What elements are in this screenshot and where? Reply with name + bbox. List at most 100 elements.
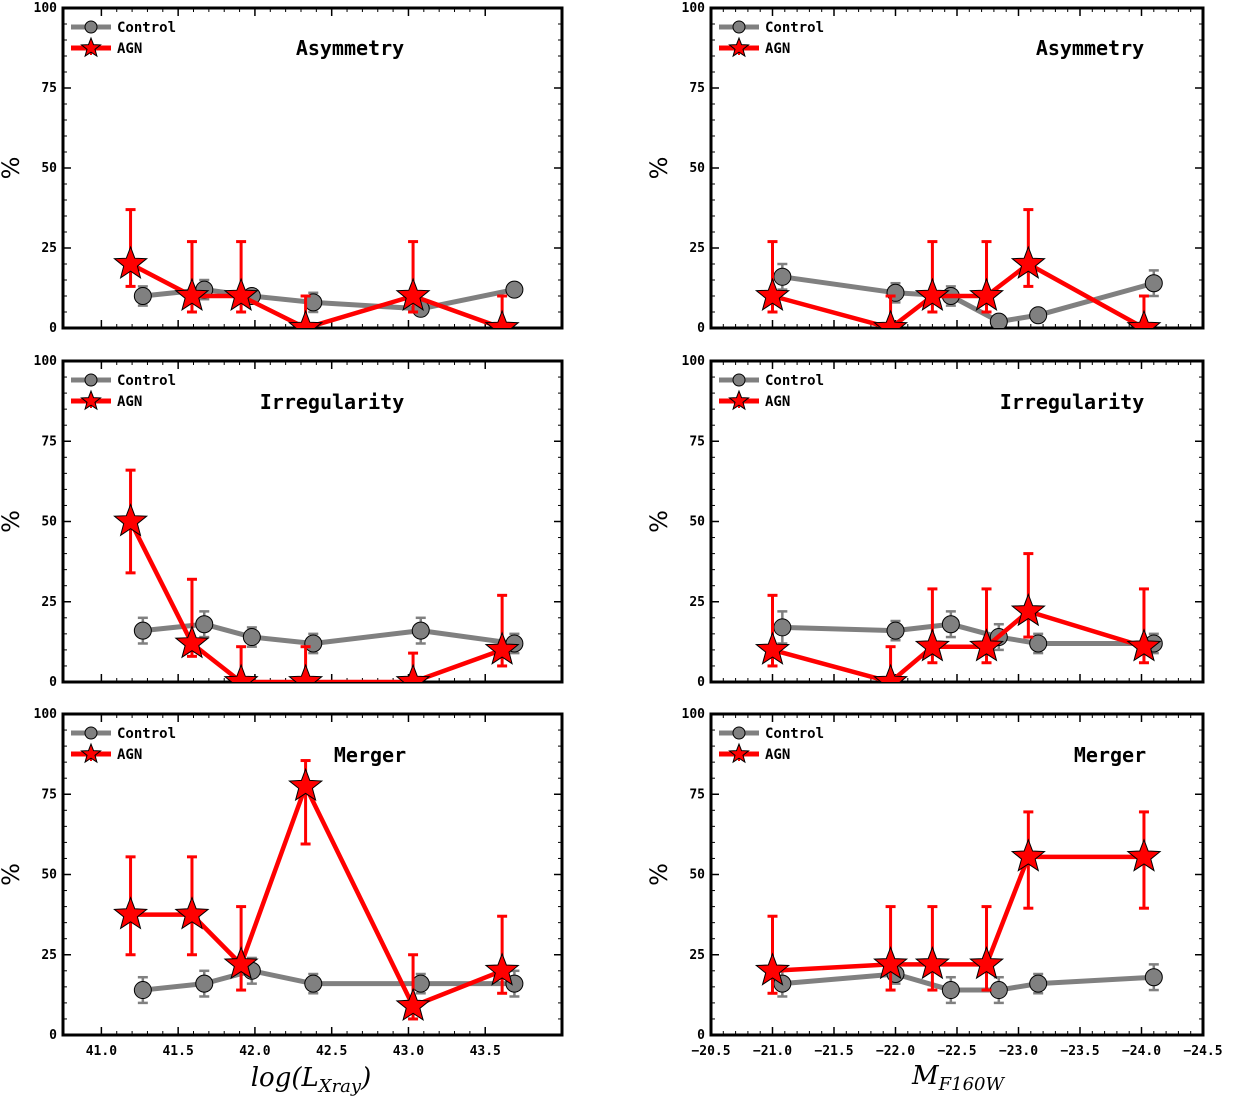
xtick-label: −21.5	[814, 1044, 853, 1059]
control-point	[304, 634, 323, 653]
legend-control-marker	[84, 726, 98, 740]
agn-point	[969, 945, 1005, 980]
ytick-label: 25	[689, 948, 705, 963]
ytick-label: 75	[689, 787, 705, 802]
agn-point	[288, 767, 324, 802]
control-point	[195, 615, 214, 634]
x-axis-label-left: log(LXray)	[251, 1063, 372, 1097]
plot-area	[113, 759, 524, 1022]
ytick-label: 75	[41, 787, 57, 802]
legend: Control AGN	[71, 726, 176, 764]
ytick-label: 0	[49, 675, 57, 690]
control-point	[941, 615, 960, 634]
ytick-label: 75	[41, 81, 57, 96]
xtick-label: 42.0	[239, 1044, 270, 1059]
agn-point	[873, 663, 909, 682]
control-point	[133, 287, 152, 305]
control-line	[782, 621, 1154, 646]
agn-point	[113, 245, 149, 279]
control-point	[304, 974, 323, 993]
ytick-label: 75	[689, 434, 705, 449]
legend-agn-marker	[728, 36, 750, 58]
ytick-label: 0	[697, 321, 705, 336]
y-axis-label: %	[645, 157, 673, 180]
legend-control-label: Control	[117, 373, 176, 389]
control-point	[411, 974, 430, 993]
ytick-label: 0	[49, 321, 57, 336]
ytick-label: 100	[682, 354, 706, 369]
legend-control-marker	[84, 373, 98, 387]
xtick-label: −22.5	[937, 1044, 976, 1059]
control-point	[1029, 974, 1048, 993]
agn-point	[223, 663, 259, 682]
agn-point	[873, 945, 909, 980]
legend: Control AGN	[719, 726, 824, 764]
legend-control-label: Control	[765, 726, 824, 742]
xtick-label: −23.0	[999, 1044, 1038, 1059]
ytick-label: 50	[689, 868, 705, 883]
agn-point	[914, 277, 950, 311]
legend-agn-label: AGN	[765, 394, 790, 410]
panel-title: Asymmetry	[1036, 36, 1144, 60]
plot-area	[113, 468, 524, 682]
control-line	[142, 968, 515, 993]
control-point	[773, 267, 792, 286]
panel-bottom-left: 0 25 50 75 100 41.0 41.5 42.0 42.5 43.0 43.5 Merger…	[0, 707, 564, 1059]
agn-line	[772, 854, 1144, 974]
ytick-label: 50	[41, 868, 57, 883]
control-point	[195, 974, 214, 993]
control-point	[886, 621, 905, 640]
xtick-label: 43.5	[470, 1044, 501, 1059]
agn-point	[174, 277, 210, 311]
plot-area	[754, 208, 1163, 328]
agn-point	[484, 631, 520, 665]
legend-agn-label: AGN	[765, 41, 790, 57]
ytick-label: 25	[41, 948, 57, 963]
plot-area	[754, 810, 1163, 1005]
legend-agn-marker	[80, 742, 102, 764]
legend-agn-label: AGN	[765, 747, 790, 763]
control-point	[989, 981, 1008, 1000]
legend-agn-marker	[728, 742, 750, 764]
legend-agn-label: AGN	[117, 747, 142, 763]
agn-point	[395, 987, 431, 1022]
y-axis-label: %	[645, 863, 673, 886]
agn-point	[174, 625, 210, 659]
agn-point	[288, 309, 324, 328]
xtick-label: −20.5	[691, 1044, 730, 1059]
xtick-label: 42.5	[316, 1044, 347, 1059]
agn-point	[1126, 309, 1162, 328]
xtick-label: −24.5	[1183, 1044, 1222, 1059]
xtick-label: 41.5	[162, 1044, 193, 1059]
agn-line	[771, 261, 1146, 328]
control-point	[133, 981, 152, 1000]
ytick-label: 100	[34, 707, 58, 722]
xtick-label: 43.0	[393, 1044, 424, 1059]
agn-line	[771, 609, 1145, 682]
panel-top-left: 0 25 50 75 100 Asymmetry Control AGN%	[0, 1, 564, 336]
agn-point	[1010, 838, 1046, 872]
agn-point	[754, 952, 791, 986]
ytick-label: 100	[682, 1, 706, 16]
panel-title: Irregularity	[1000, 390, 1145, 414]
legend-control-marker	[732, 20, 746, 34]
legend-agn-marker	[80, 36, 102, 58]
agn-point	[969, 628, 1005, 662]
panel-top-right: 0 25 50 75 100 Asymmetry Control AGN%	[645, 1, 1205, 336]
xtick-label: −23.5	[1060, 1044, 1099, 1059]
control-point	[941, 981, 960, 1000]
ytick-label: 25	[41, 595, 57, 610]
control-point	[1029, 634, 1048, 653]
control-line	[782, 971, 1154, 993]
agn-point	[174, 896, 210, 930]
legend-control-label: Control	[117, 726, 176, 742]
agn-point	[1010, 245, 1046, 279]
ytick-label: 0	[49, 1028, 57, 1043]
panel-title: Merger	[334, 743, 406, 767]
ytick-label: 100	[34, 354, 58, 369]
control-point	[773, 618, 792, 637]
panel-middle-right: 0 25 50 75 100 Irregularity Control AGN%	[645, 354, 1205, 690]
ytick-label: 50	[689, 515, 705, 530]
agn-point	[914, 628, 950, 662]
